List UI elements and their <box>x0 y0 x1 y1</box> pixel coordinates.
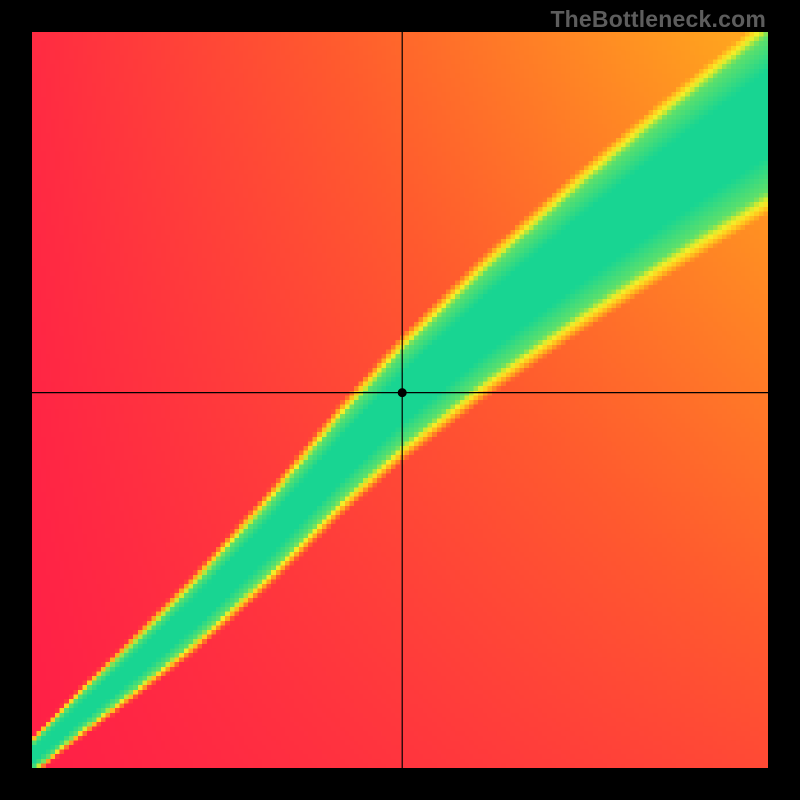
watermark-text: TheBottleneck.com <box>550 6 766 33</box>
chart-stage: TheBottleneck.com <box>0 0 800 800</box>
bottleneck-heatmap <box>32 32 768 768</box>
